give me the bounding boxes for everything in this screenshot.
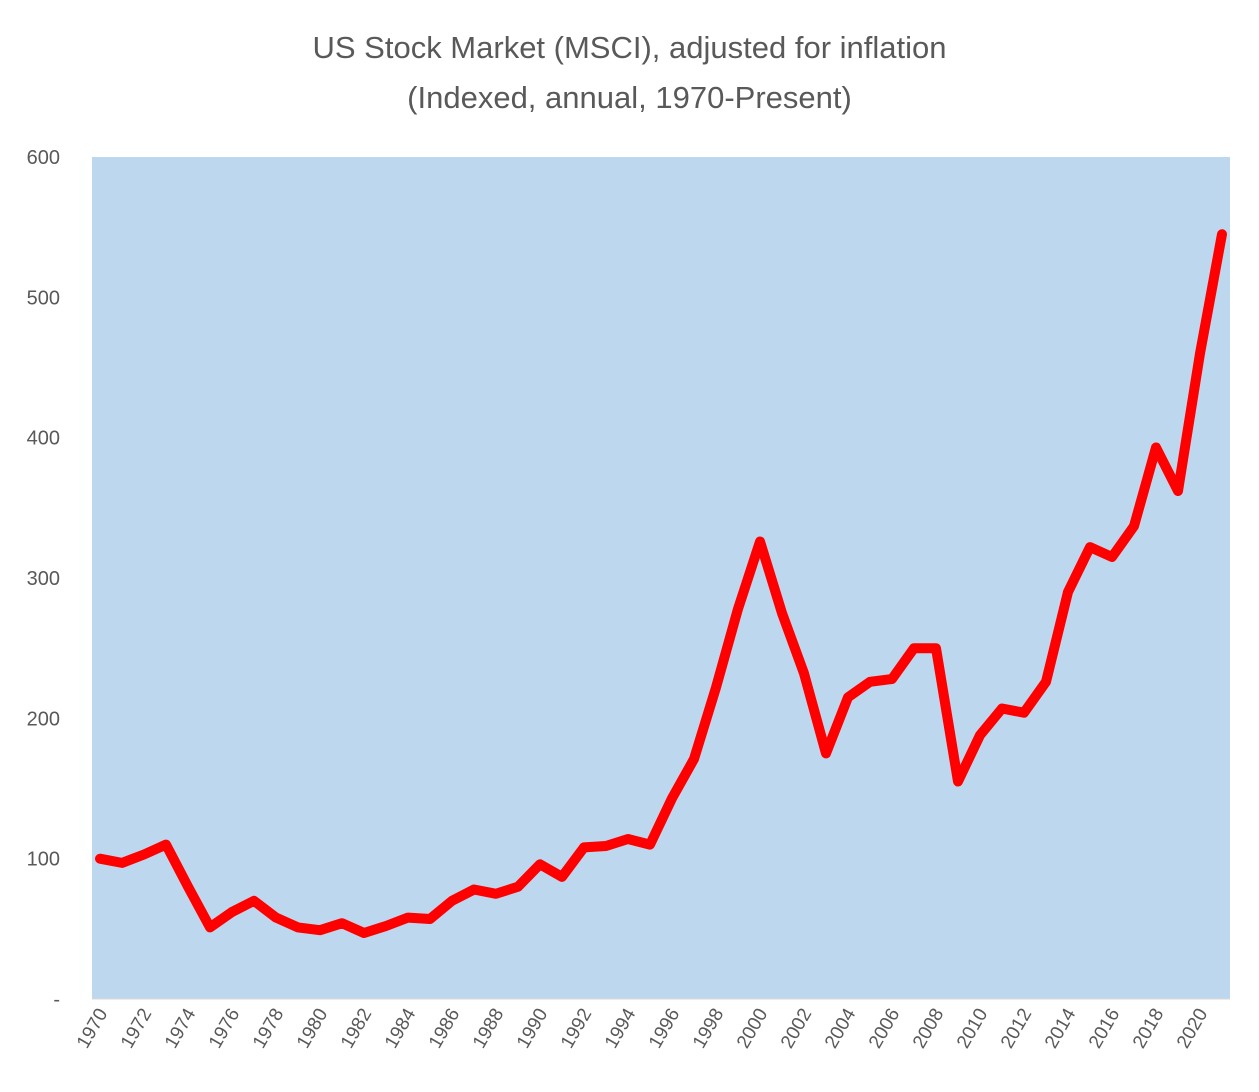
x-tick-label: 2012 [997,1005,1036,1052]
x-tick-label: 2014 [1041,1005,1081,1052]
x-tick-label: 2018 [1129,1005,1168,1052]
x-tick-label: 2004 [821,1005,861,1052]
x-tick-label: 2010 [953,1005,992,1052]
y-tick-label: 100 [27,849,60,871]
x-tick-label: 2016 [1085,1005,1124,1052]
x-tick-label: 1986 [425,1005,464,1052]
plot-background [92,157,1230,999]
x-tick-label: 2000 [733,1005,772,1052]
x-tick-label: 1976 [205,1005,244,1052]
y-axis: - 100 200 300 400 500 600 [27,147,60,1011]
x-tick-label: 1998 [689,1005,728,1052]
y-tick-label: 200 [27,708,60,730]
y-tick-label: 300 [27,568,60,590]
x-tick-label: 1982 [337,1005,376,1052]
chart-title: US Stock Market (MSCI), adjusted for inf… [312,30,947,65]
x-tick-label: 1994 [601,1005,641,1052]
x-tick-label: 1984 [381,1005,421,1052]
x-tick-label: 1980 [293,1005,332,1052]
x-tick-label: 1970 [73,1005,112,1052]
x-tick-label: 2020 [1173,1005,1212,1052]
x-tick-label: 1974 [161,1005,201,1052]
x-tick-label: 1988 [469,1005,508,1052]
chart-subtitle: (Indexed, annual, 1970-Present) [407,80,852,115]
x-tick-label: 1992 [557,1005,596,1052]
x-tick-label: 2008 [909,1005,948,1052]
x-tick-label: 1990 [513,1005,552,1052]
series-line [95,229,1227,938]
x-tick-label: 1978 [249,1005,288,1052]
x-tick-label: 1972 [117,1005,156,1052]
y-tick-label: 400 [27,428,60,450]
x-tick-label: 2002 [777,1005,816,1052]
y-tick-label: - [53,989,60,1011]
x-axis: 1970 1972 1974 1976 1978 1980 1982 1984 1986 1988… [73,1005,1212,1052]
x-tick-label: 2006 [865,1005,904,1052]
x-tick-label: 1996 [645,1005,684,1052]
y-tick-label: 500 [27,287,60,309]
y-tick-label: 600 [27,147,60,169]
